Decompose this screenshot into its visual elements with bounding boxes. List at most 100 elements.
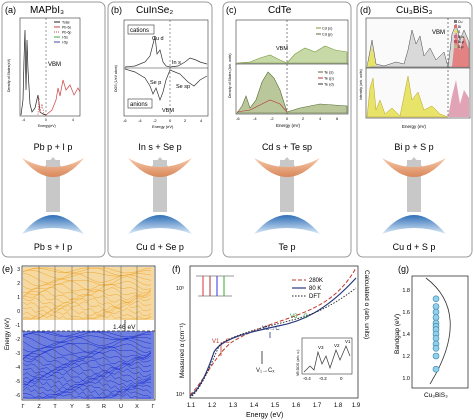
svg-text:0: 0 <box>17 309 20 315</box>
svg-text:1.6: 1.6 <box>292 403 301 409</box>
svg-text:X: X <box>135 404 139 410</box>
svg-text:-6: -6 <box>123 118 127 123</box>
panel-a-title: MAPbI₃ <box>30 5 64 16</box>
svg-text:Cu: Cu <box>458 20 463 24</box>
band-line <box>22 267 152 274</box>
svg-text:1.6: 1.6 <box>402 310 410 316</box>
svg-text:4: 4 <box>319 116 322 121</box>
panel-a-xlabel: Energy(eV) <box>38 124 56 128</box>
svg-text:-3: -3 <box>16 351 21 357</box>
panel-d-vb-parabola <box>382 215 446 234</box>
panel-b-title: CuInSe₂ <box>136 5 173 16</box>
svg-text:2: 2 <box>17 281 20 287</box>
band-line <box>22 389 152 399</box>
band-line <box>22 371 152 382</box>
band-line <box>22 361 152 372</box>
svg-text:-2: -2 <box>153 118 157 123</box>
panel-f-ylabel-left: Measured α (cm⁻¹) <box>179 323 186 378</box>
svg-text:1.2: 1.2 <box>402 354 410 360</box>
panel-b-vbm: VBM <box>162 108 174 114</box>
panel-c-cb-parabola <box>254 158 320 177</box>
svg-text:1.1: 1.1 <box>187 403 196 409</box>
panel-a-cb-parabola <box>22 158 84 177</box>
svg-text:Y: Y <box>70 404 74 410</box>
band-line <box>22 345 152 356</box>
panel-c-ylabel: Density of States (Arb. units) <box>228 53 232 98</box>
band-line <box>23 313 152 320</box>
panel-d-legend: Cu Bi S Bi-s Bi-p S-p <box>454 20 464 49</box>
svg-text:-2: -2 <box>270 116 274 121</box>
svg-text:V1: V1 <box>345 339 351 344</box>
svg-text:S: S <box>458 30 461 34</box>
panel-c-xlabel: Energy (eV) <box>276 123 301 128</box>
panel-f: (f) 280K 80 K DFT V1→C V2→C V3→C V₁→Cₓ <box>172 264 370 419</box>
svg-text:80 K: 80 K <box>309 286 321 292</box>
svg-text:1.7: 1.7 <box>313 403 322 409</box>
panel-b-xlabel: Energy (eV) <box>152 124 174 129</box>
svg-text:-2: -2 <box>16 337 21 343</box>
svg-text:-4: -4 <box>138 118 142 123</box>
band-line <box>22 331 152 338</box>
svg-text:1.8: 1.8 <box>334 403 343 409</box>
panel-b-anions-box: anions <box>130 102 148 108</box>
svg-text:Cd (p): Cd (p) <box>322 33 333 37</box>
bandgap-point <box>432 314 440 321</box>
panel-c-legend-cd: Cd (s) Cd (p) <box>316 27 333 37</box>
panel-f-plot <box>189 265 359 399</box>
panel-f-inset-dos <box>301 337 353 375</box>
panel-d-dos-fill <box>366 23 470 68</box>
panel-f-letter: (f) <box>172 264 181 274</box>
band-line <box>22 377 152 388</box>
svg-text:S: S <box>86 404 90 410</box>
svg-text:-5: -5 <box>16 379 21 385</box>
svg-text:Bi-s: Bi-s <box>458 35 464 39</box>
panel-e-gap-label: 1.46 eV <box>113 324 136 331</box>
svg-text:U: U <box>119 404 123 410</box>
panel-f-ann-vx: V₁→Cₓ <box>256 368 274 374</box>
panel-a-vb-label: Pb s + I p <box>34 242 72 252</box>
svg-text:Bi-p: Bi-p <box>458 40 464 44</box>
panel-g: (g) 1.8 1.6 1.4 1.2 1.0 Bandgap (eV) Cu₃… <box>394 264 469 399</box>
band-line <box>22 297 152 308</box>
panel-a-letter: (a) <box>5 5 16 15</box>
panel-f-curve-dft <box>189 287 357 399</box>
band-line <box>22 310 152 320</box>
band-line <box>22 283 152 294</box>
svg-text:6: 6 <box>336 116 339 121</box>
svg-text:Cd (s): Cd (s) <box>322 27 333 31</box>
band-line <box>22 336 152 347</box>
panel-c-cb-label: Cd s + Te sp <box>262 142 312 152</box>
svg-text:Te (d): Te (d) <box>324 83 334 87</box>
panel-a-frame <box>1 1 106 258</box>
band-line <box>22 273 152 284</box>
band-line <box>22 393 151 399</box>
svg-text:DFT: DFT <box>309 294 321 300</box>
svg-text:Γ: Γ <box>21 404 24 410</box>
panel-d: (d) Cu₃BiS₃ VBM Cu Bi S Bi-s Bi-p S-p In… <box>359 5 471 252</box>
bandgap-point <box>432 295 440 303</box>
svg-text:V3: V3 <box>318 345 324 350</box>
panel-d-frame <box>356 1 473 258</box>
panel-f-inset-diagram <box>196 275 234 297</box>
panel-e-kpoints: Γ Z T Y S R U X Γ <box>21 404 154 410</box>
panel-c-title: CdTe <box>268 5 292 16</box>
svg-text:1.0: 1.0 <box>402 376 410 382</box>
panel-e: (e) 1.46 eV 3 2 1 0 -1 -2 -3 -4 -5 -6 En… <box>2 264 156 410</box>
panel-a-pbp-dos <box>45 79 81 116</box>
svg-text:0: 0 <box>286 116 289 121</box>
svg-text:-4: -4 <box>16 365 21 371</box>
svg-text:1.2: 1.2 <box>208 403 217 409</box>
panel-f-curve-280k <box>189 267 357 396</box>
svg-text:0: 0 <box>169 118 172 123</box>
svg-text:R: R <box>102 404 106 410</box>
panel-g-letter: (g) <box>398 264 409 274</box>
panel-e-conduction-bands <box>22 267 152 320</box>
band-line <box>22 355 152 366</box>
panel-b-letter: (b) <box>111 5 122 15</box>
panel-b-vb-parabola <box>128 215 192 234</box>
panel-b-cations-box: cations <box>130 28 149 34</box>
svg-text:1.4: 1.4 <box>402 332 410 338</box>
svg-text:1.4: 1.4 <box>250 403 259 409</box>
bandgap-point <box>432 365 440 373</box>
